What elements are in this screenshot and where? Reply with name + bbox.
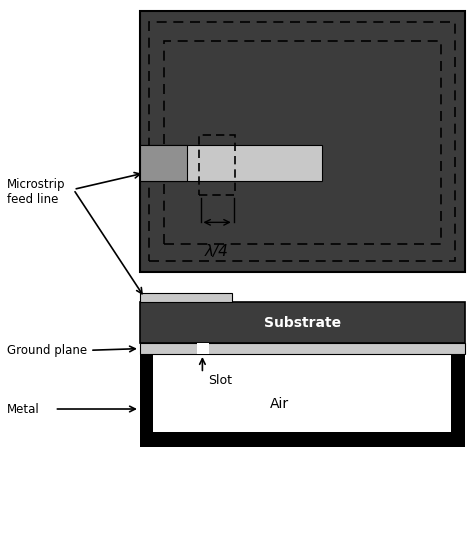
Text: λ/4: λ/4 xyxy=(205,244,229,259)
Bar xyxy=(153,354,451,432)
Bar xyxy=(149,22,455,261)
Text: Slot: Slot xyxy=(209,374,232,388)
Bar xyxy=(451,354,465,447)
Text: Ground plane: Ground plane xyxy=(7,344,87,357)
Bar xyxy=(140,354,153,447)
Text: Microstrip
feed line: Microstrip feed line xyxy=(7,178,65,206)
Bar xyxy=(164,41,441,244)
Bar xyxy=(140,343,465,354)
Bar xyxy=(140,293,232,302)
Text: Substrate: Substrate xyxy=(264,316,341,330)
Bar xyxy=(140,302,465,343)
Bar xyxy=(140,11,465,272)
Bar xyxy=(197,343,209,354)
Bar xyxy=(140,145,187,181)
Text: Air: Air xyxy=(270,396,289,411)
Bar xyxy=(140,145,322,181)
Bar xyxy=(199,135,235,195)
Bar xyxy=(140,432,465,447)
Text: Metal: Metal xyxy=(7,402,40,416)
